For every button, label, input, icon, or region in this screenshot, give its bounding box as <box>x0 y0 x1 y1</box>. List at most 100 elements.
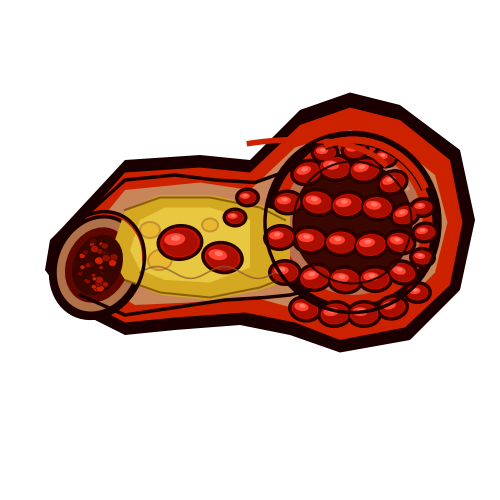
Ellipse shape <box>296 166 311 175</box>
Ellipse shape <box>308 272 316 276</box>
Ellipse shape <box>395 209 408 217</box>
Ellipse shape <box>408 285 428 300</box>
Ellipse shape <box>414 253 425 259</box>
Ellipse shape <box>310 141 340 164</box>
Ellipse shape <box>352 160 378 180</box>
Ellipse shape <box>303 270 319 280</box>
Ellipse shape <box>266 226 294 248</box>
Ellipse shape <box>328 162 336 166</box>
Ellipse shape <box>328 308 336 313</box>
Ellipse shape <box>392 204 418 226</box>
Ellipse shape <box>89 238 97 245</box>
Ellipse shape <box>394 238 400 242</box>
Ellipse shape <box>269 231 283 239</box>
Ellipse shape <box>334 195 361 215</box>
Ellipse shape <box>102 254 110 262</box>
Ellipse shape <box>409 197 436 218</box>
Ellipse shape <box>415 226 435 239</box>
Ellipse shape <box>271 190 304 216</box>
Ellipse shape <box>156 224 204 261</box>
Ellipse shape <box>414 203 425 209</box>
Ellipse shape <box>412 288 418 292</box>
Ellipse shape <box>85 280 90 284</box>
Ellipse shape <box>329 268 361 292</box>
Ellipse shape <box>65 228 130 302</box>
Ellipse shape <box>374 149 396 166</box>
Ellipse shape <box>324 308 339 316</box>
Ellipse shape <box>272 263 297 282</box>
Ellipse shape <box>350 158 380 182</box>
Ellipse shape <box>79 253 86 258</box>
Ellipse shape <box>102 243 108 249</box>
Ellipse shape <box>215 257 235 273</box>
Ellipse shape <box>388 234 412 252</box>
Ellipse shape <box>296 230 324 250</box>
Ellipse shape <box>372 146 398 169</box>
Ellipse shape <box>359 238 375 247</box>
Ellipse shape <box>225 210 245 225</box>
Ellipse shape <box>164 230 196 256</box>
Ellipse shape <box>352 308 368 316</box>
Ellipse shape <box>141 223 159 237</box>
Ellipse shape <box>418 254 422 256</box>
Ellipse shape <box>420 228 425 232</box>
Ellipse shape <box>316 153 354 182</box>
Ellipse shape <box>274 232 280 236</box>
Ellipse shape <box>166 232 194 254</box>
Ellipse shape <box>343 141 367 159</box>
Ellipse shape <box>84 279 89 283</box>
Ellipse shape <box>391 264 414 281</box>
Ellipse shape <box>377 152 388 159</box>
Ellipse shape <box>270 262 300 283</box>
Ellipse shape <box>322 304 348 324</box>
Ellipse shape <box>346 300 382 328</box>
Ellipse shape <box>276 194 299 212</box>
Ellipse shape <box>92 277 96 281</box>
Ellipse shape <box>320 148 325 152</box>
Ellipse shape <box>171 235 180 241</box>
Ellipse shape <box>362 269 388 289</box>
Ellipse shape <box>299 266 331 289</box>
Ellipse shape <box>386 259 419 286</box>
Ellipse shape <box>418 204 422 206</box>
Ellipse shape <box>364 240 372 244</box>
Ellipse shape <box>371 202 378 206</box>
Ellipse shape <box>358 164 366 169</box>
Ellipse shape <box>99 280 104 285</box>
Ellipse shape <box>80 265 85 270</box>
Ellipse shape <box>293 300 317 318</box>
Ellipse shape <box>376 150 394 164</box>
Ellipse shape <box>292 161 322 184</box>
Ellipse shape <box>110 254 118 261</box>
Ellipse shape <box>347 156 383 184</box>
Ellipse shape <box>272 140 432 305</box>
Ellipse shape <box>409 247 436 268</box>
Ellipse shape <box>288 296 322 322</box>
Ellipse shape <box>268 259 302 286</box>
Ellipse shape <box>90 238 96 244</box>
Ellipse shape <box>412 200 434 216</box>
Ellipse shape <box>332 193 364 217</box>
Ellipse shape <box>380 154 385 156</box>
Ellipse shape <box>376 294 409 320</box>
Ellipse shape <box>400 210 405 214</box>
Ellipse shape <box>56 218 138 312</box>
Ellipse shape <box>296 263 334 292</box>
Ellipse shape <box>231 214 235 217</box>
Ellipse shape <box>316 148 328 154</box>
Ellipse shape <box>201 218 219 232</box>
Ellipse shape <box>355 233 387 257</box>
Ellipse shape <box>386 178 392 182</box>
Ellipse shape <box>164 233 185 245</box>
Ellipse shape <box>201 241 244 274</box>
Ellipse shape <box>413 200 432 214</box>
Ellipse shape <box>86 263 91 268</box>
Ellipse shape <box>403 281 432 304</box>
Ellipse shape <box>341 200 348 204</box>
Ellipse shape <box>382 176 396 185</box>
Ellipse shape <box>89 239 96 246</box>
Ellipse shape <box>315 145 335 160</box>
Ellipse shape <box>102 250 110 257</box>
Ellipse shape <box>390 236 404 244</box>
Ellipse shape <box>90 242 94 247</box>
